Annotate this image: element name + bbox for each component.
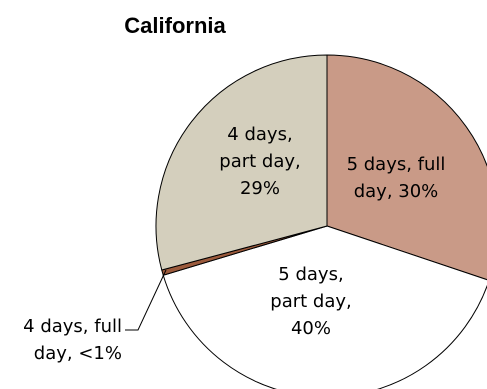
slice-label-line: day, 30%: [354, 181, 439, 202]
slice-label-2: 4 days, full day, <1%: [23, 316, 122, 364]
slice-label-line: 5 days, full: [347, 154, 446, 175]
slice-label-3: 4 days, part day, 29%: [219, 124, 300, 199]
pie-slice-0: [326, 54, 487, 281]
slice-label-line: 4 days,: [227, 124, 292, 145]
slice-label-line: 4 days, full: [23, 316, 122, 337]
slice-label-line: 40%: [291, 318, 331, 339]
leader-line: [125, 269, 167, 331]
slice-label-1: 5 days, part day, 40%: [270, 264, 351, 339]
slice-label-line: day, <1%: [34, 343, 122, 364]
slice-label-line: part day,: [270, 291, 351, 312]
pie-slice-3: [155, 54, 328, 271]
pie-slice-1: [162, 225, 487, 389]
slice-label-line: 29%: [240, 178, 280, 199]
chart-title: California: [124, 13, 226, 38]
slice-label-line: 5 days,: [278, 264, 343, 285]
slice-label-0: 5 days, full day, 30%: [347, 154, 446, 202]
slice-label-line: part day,: [219, 151, 300, 172]
